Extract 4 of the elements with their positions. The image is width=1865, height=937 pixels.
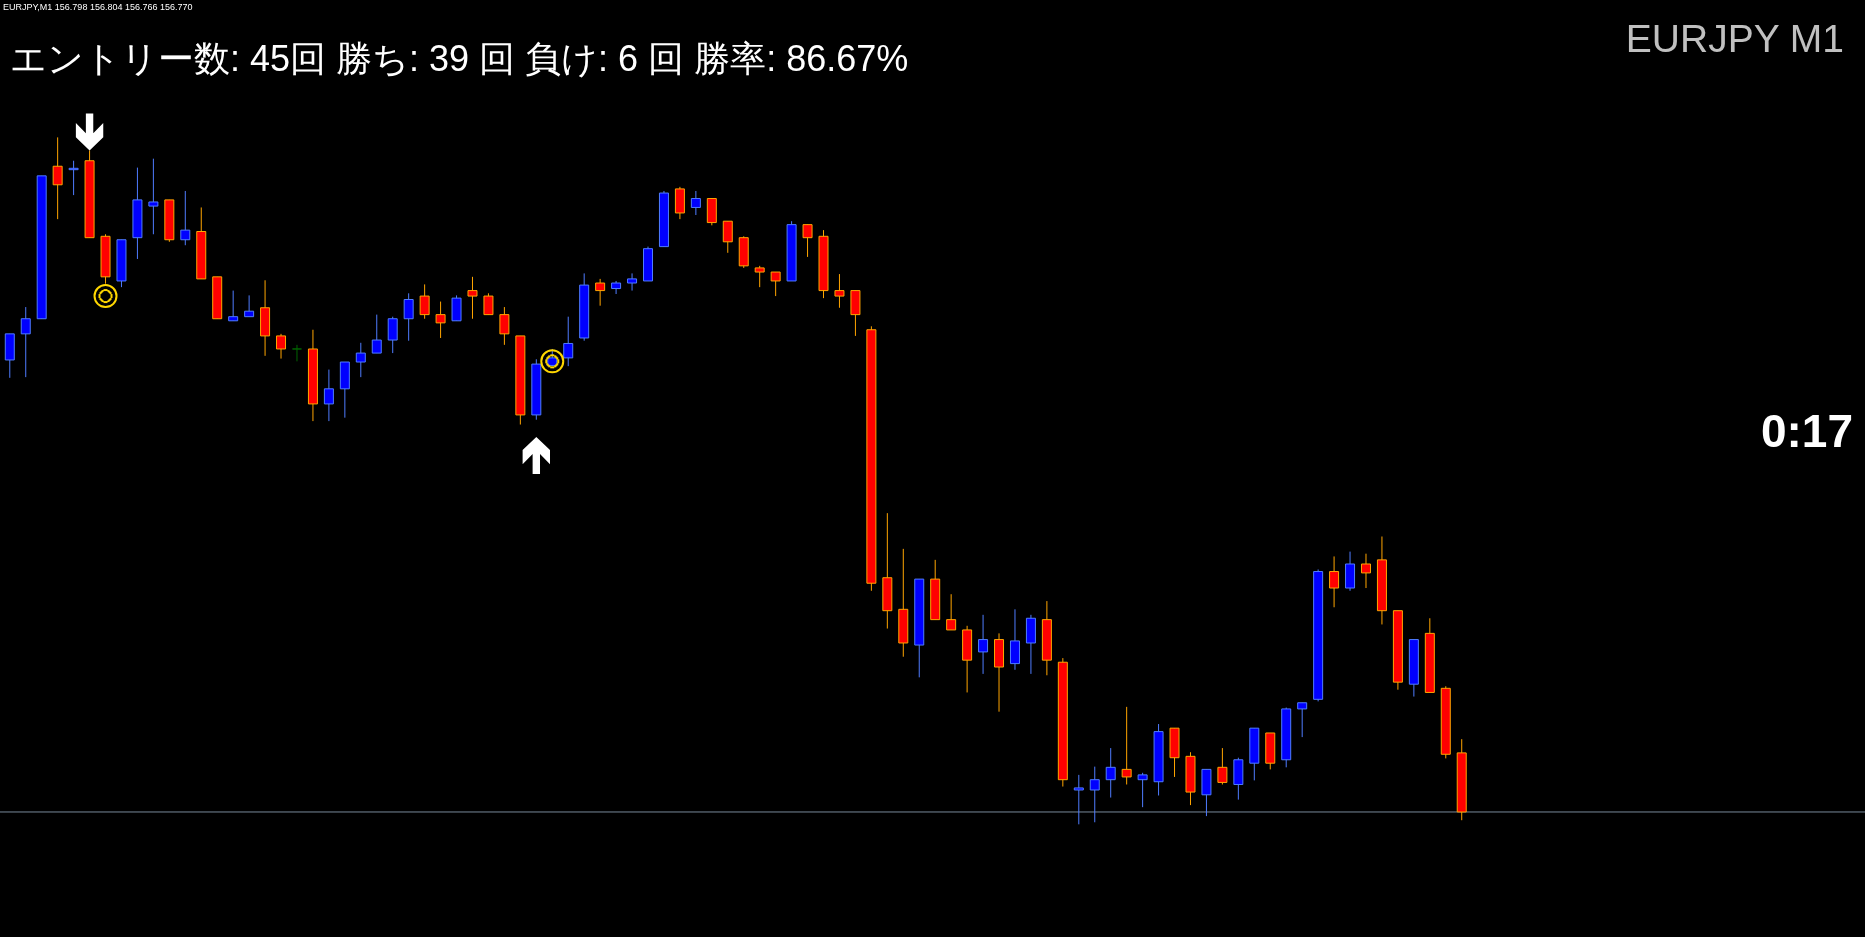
text: EURJPY,M1 156.798 156.804 156.766 156.770 [3, 2, 193, 12]
text: 0:17 [1760, 405, 1853, 457]
chart-title: エントリー数: 45回 勝ち: 39 回 負け: 6 回 勝率: 86.67% [10, 38, 909, 79]
text: EURJPY M1 [1625, 17, 1844, 60]
